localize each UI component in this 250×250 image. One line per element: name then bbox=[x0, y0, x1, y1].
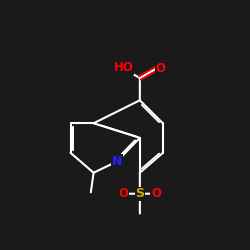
Text: N: N bbox=[112, 155, 122, 168]
Text: HO: HO bbox=[114, 61, 134, 74]
Text: O: O bbox=[151, 187, 161, 200]
Text: O: O bbox=[156, 62, 166, 75]
Text: S: S bbox=[135, 187, 144, 200]
Text: O: O bbox=[119, 187, 129, 200]
